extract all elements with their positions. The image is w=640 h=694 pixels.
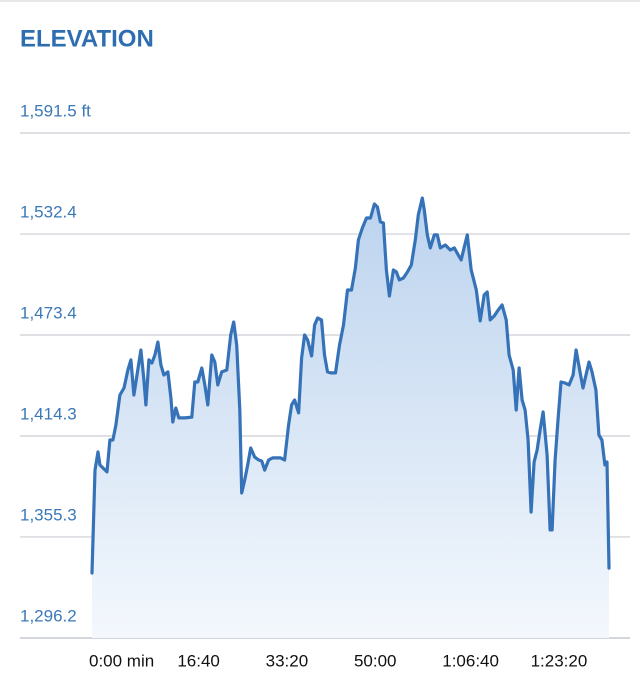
y-tick-label: 1,532.4 bbox=[20, 203, 77, 222]
labels: 1,591.5 ft 1,532.4 1,473.4 1,414.3 1,355.3 1,… bbox=[20, 101, 587, 670]
y-tick-label: 1,414.3 bbox=[20, 405, 77, 424]
x-tick-label: 1:23:20 bbox=[531, 651, 588, 670]
x-tick-label: 1:06:40 bbox=[442, 651, 499, 670]
y-tick-label: 1,355.3 bbox=[20, 505, 77, 524]
y-tick-label: 1,591.5 ft bbox=[20, 101, 91, 120]
y-tick-label: 1,473.4 bbox=[20, 303, 77, 322]
x-tick-label: 0:00 min bbox=[89, 651, 154, 670]
plot bbox=[90, 196, 611, 638]
x-tick-label: 50:00 bbox=[354, 651, 397, 670]
y-tick-label: 1,296.2 bbox=[20, 606, 77, 625]
chart-title: ELEVATION bbox=[20, 25, 154, 52]
elevation-line bbox=[90, 196, 611, 575]
x-tick-label: 33:20 bbox=[266, 651, 309, 670]
x-tick-label: 16:40 bbox=[177, 651, 220, 670]
elevation-area bbox=[92, 198, 609, 638]
